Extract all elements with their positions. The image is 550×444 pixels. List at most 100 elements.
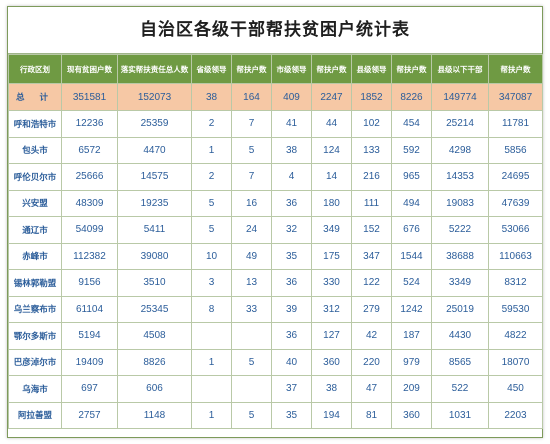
value-cell: 8312	[488, 269, 543, 297]
value-cell: 36	[271, 269, 312, 297]
value-cell: 25214	[431, 110, 489, 138]
table-row: 包头市 6572 4470 1 5 38 124 133 592 4298 5856	[8, 136, 543, 164]
column-header: 帮扶户数	[391, 54, 432, 84]
value-cell: 4508	[117, 322, 192, 350]
value-cell: 35	[271, 242, 312, 270]
value-cell: 5	[191, 216, 232, 244]
value-cell: 592	[391, 136, 432, 164]
table-row: 呼伦贝尔市 25666 14575 2 7 4 14 216 965 14353 24695	[8, 163, 543, 191]
column-header: 行政区划	[8, 54, 62, 84]
value-cell: 5	[231, 136, 272, 164]
value-cell: 124	[311, 136, 352, 164]
value-cell: 49	[231, 242, 272, 270]
value-cell: 351581	[61, 83, 118, 111]
value-cell: 6572	[61, 136, 118, 164]
value-cell: 220	[351, 348, 392, 376]
value-cell: 16	[231, 189, 272, 217]
region-name-cell: 包头市	[8, 136, 62, 164]
value-cell: 122	[351, 269, 392, 297]
value-cell: 1148	[117, 401, 192, 429]
table-row: 通辽市 54099 5411 5 24 32 349 152 676 5222 53066	[8, 216, 543, 244]
value-cell: 979	[391, 348, 432, 376]
value-cell: 36	[271, 189, 312, 217]
value-cell: 164	[231, 83, 272, 111]
value-cell: 209	[391, 375, 432, 403]
value-cell: 8826	[117, 348, 192, 376]
table-row: 乌兰察布市 61104 25345 8 33 39 312 279 1242 25019 59530	[8, 295, 543, 323]
value-cell: 25019	[431, 295, 489, 323]
region-name-cell: 锡林郭勒盟	[8, 269, 62, 297]
region-name-cell: 巴彦淖尔市	[8, 348, 62, 376]
value-cell: 5194	[61, 322, 118, 350]
region-name-cell: 阿拉善盟	[8, 401, 62, 429]
header-row: 行政区划 现有贫困户数 落实帮扶责任总人数 省级领导 帮扶户数 市级领导 帮扶户…	[8, 54, 543, 84]
value-cell: 8	[191, 295, 232, 323]
value-cell: 180	[311, 189, 352, 217]
value-cell: 5	[191, 189, 232, 217]
table-row: 乌海市 697 606 37 38 47 209 522 450	[8, 375, 543, 403]
value-cell: 127	[311, 322, 352, 350]
value-cell: 330	[311, 269, 352, 297]
value-cell: 25345	[117, 295, 192, 323]
value-cell: 39	[271, 295, 312, 323]
region-name-cell: 呼伦贝尔市	[8, 163, 62, 191]
value-cell: 12236	[61, 110, 118, 138]
value-cell: 112382	[61, 242, 118, 270]
value-cell: 37	[271, 375, 312, 403]
region-name-cell: 总 计	[8, 83, 62, 111]
column-header: 现有贫困户数	[61, 54, 118, 84]
value-cell: 111	[351, 189, 392, 217]
value-cell: 965	[391, 163, 432, 191]
value-cell: 42	[351, 322, 392, 350]
column-header: 县级以下干部	[431, 54, 489, 84]
column-header: 帮扶户数	[231, 54, 272, 84]
value-cell: 35	[271, 401, 312, 429]
value-cell: 5	[231, 348, 272, 376]
value-cell: 1242	[391, 295, 432, 323]
value-cell: 10	[191, 242, 232, 270]
value-cell: 53066	[488, 216, 543, 244]
value-cell: 33	[231, 295, 272, 323]
value-cell: 349	[311, 216, 352, 244]
table-title: 自治区各级干部帮扶贫困户统计表	[8, 7, 542, 54]
value-cell: 13	[231, 269, 272, 297]
value-cell: 360	[311, 348, 352, 376]
table-row: 巴彦淖尔市 19409 8826 1 5 40 360 220 979 8565 18070	[8, 348, 543, 376]
value-cell: 347	[351, 242, 392, 270]
value-cell: 312	[311, 295, 352, 323]
table-body: 总 计 351581 152073 38 164 409 2247 1852 8226 14977…	[8, 83, 543, 429]
value-cell: 102	[351, 110, 392, 138]
region-name-cell: 鄂尔多斯市	[8, 322, 62, 350]
value-cell: 2	[191, 110, 232, 138]
region-name-cell: 呼和浩特市	[8, 110, 62, 138]
region-name-cell: 通辽市	[8, 216, 62, 244]
value-cell: 39080	[117, 242, 192, 270]
region-name-cell: 乌兰察布市	[8, 295, 62, 323]
value-cell: 5	[231, 401, 272, 429]
value-cell: 1031	[431, 401, 489, 429]
region-name-cell: 兴安盟	[8, 189, 62, 217]
value-cell: 5222	[431, 216, 489, 244]
value-cell: 1	[191, 136, 232, 164]
value-cell: 450	[488, 375, 543, 403]
value-cell	[231, 322, 272, 350]
value-cell: 54099	[61, 216, 118, 244]
table-row: 阿拉善盟 2757 1148 1 5 35 194 81 360 1031 2203	[8, 401, 543, 429]
value-cell: 11781	[488, 110, 543, 138]
value-cell: 110663	[488, 242, 543, 270]
value-cell: 9156	[61, 269, 118, 297]
total-row: 总 计 351581 152073 38 164 409 2247 1852 8226 14977…	[8, 83, 543, 111]
value-cell: 41	[271, 110, 312, 138]
value-cell: 47639	[488, 189, 543, 217]
value-cell: 38	[191, 83, 232, 111]
value-cell: 4298	[431, 136, 489, 164]
value-cell	[191, 322, 232, 350]
table-row: 赤峰市 112382 39080 10 49 35 175 347 1544 38688 11066…	[8, 242, 543, 270]
value-cell: 7	[231, 163, 272, 191]
value-cell: 360	[391, 401, 432, 429]
value-cell: 40	[271, 348, 312, 376]
value-cell: 279	[351, 295, 392, 323]
value-cell: 48309	[61, 189, 118, 217]
value-cell: 2247	[311, 83, 352, 111]
value-cell: 606	[117, 375, 192, 403]
